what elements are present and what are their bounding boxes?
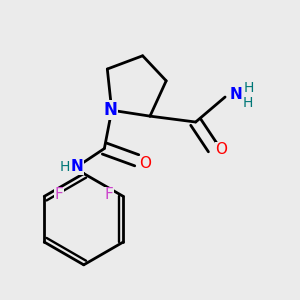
Text: F: F xyxy=(55,188,63,202)
Text: F: F xyxy=(104,188,113,202)
Text: O: O xyxy=(216,142,228,158)
Text: N: N xyxy=(103,101,117,119)
Text: O: O xyxy=(139,156,151,171)
Text: N: N xyxy=(70,159,83,174)
Text: H: H xyxy=(244,81,254,95)
Text: H: H xyxy=(242,96,253,110)
Text: H: H xyxy=(60,160,70,174)
Text: N: N xyxy=(230,87,243,102)
